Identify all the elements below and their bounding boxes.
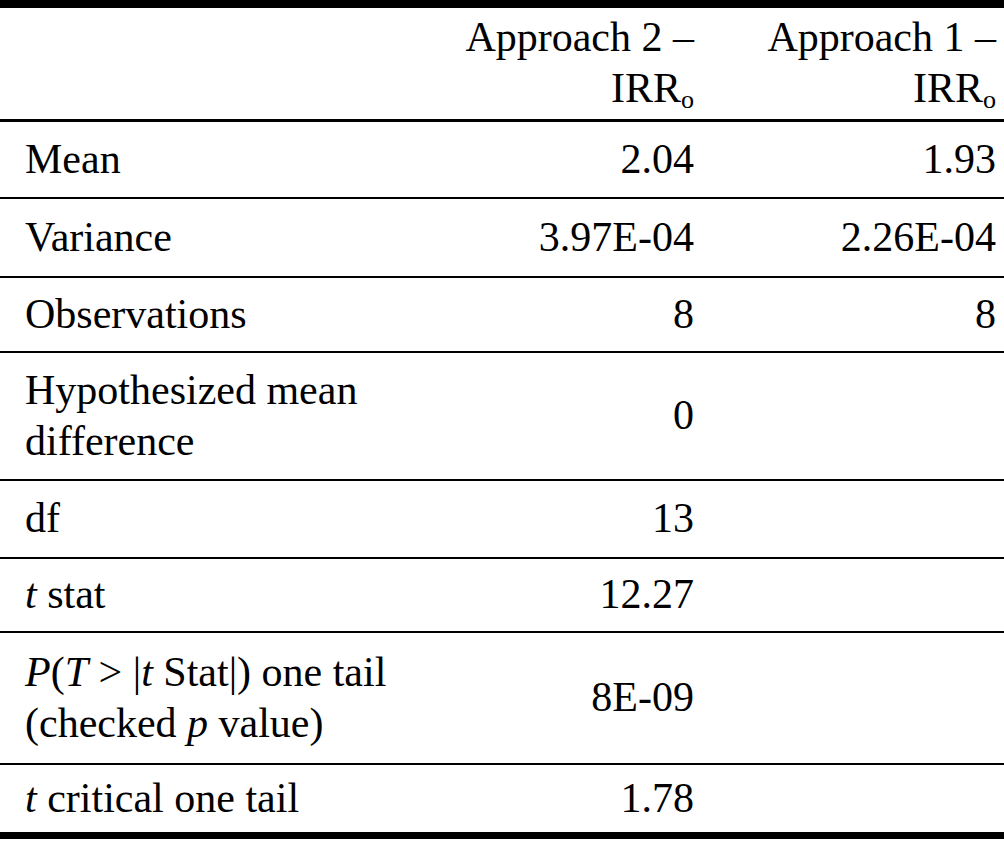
row-label: df: [0, 480, 460, 558]
irr-subscript: o: [983, 85, 996, 114]
value-cell: 13: [460, 480, 700, 558]
value-cell: [700, 558, 1004, 632]
table-row-df: df 13: [0, 480, 1004, 558]
row-label: Mean: [0, 120, 460, 198]
value-cell: [700, 764, 1004, 835]
row-label: t critical one tail: [0, 764, 460, 835]
column-header-line2: IRRo: [460, 63, 694, 114]
value-cell: [700, 352, 1004, 480]
irr-base-text: IRR: [913, 65, 983, 111]
table-row-t-stat: t stat 12.27: [0, 558, 1004, 632]
row-label: t stat: [0, 558, 460, 632]
table-row-observations: Observations 8 8: [0, 277, 1004, 352]
column-header-approach-1: Approach 1 – IRRo: [700, 4, 1004, 120]
value-cell: [700, 632, 1004, 764]
column-header-line1: Approach 1 –: [700, 12, 996, 63]
header-label-cell: [0, 4, 460, 120]
row-label: Variance: [0, 198, 460, 277]
table-row-hypothesized-mean-difference: Hypothesized mean difference 0: [0, 352, 1004, 480]
t-test-results-table: Approach 2 – IRRo Approach 1 – IRRo Mean…: [0, 0, 1004, 839]
value-cell: 8E-09: [460, 632, 700, 764]
table-row-t-critical-one-tail: t critical one tail 1.78: [0, 764, 1004, 835]
column-header-approach-2: Approach 2 – IRRo: [460, 4, 700, 120]
irr-base-text: IRR: [611, 65, 681, 111]
value-cell: 2.26E-04: [700, 198, 1004, 277]
row-label: Hypothesized mean difference: [0, 352, 460, 480]
value-cell: 12.27: [460, 558, 700, 632]
value-cell: 1.93: [700, 120, 1004, 198]
row-label: P(T > |t Stat|) one tail (checked p valu…: [0, 632, 460, 764]
table-row-variance: Variance 3.97E-04 2.26E-04: [0, 198, 1004, 277]
column-header-line1: Approach 2 –: [460, 12, 694, 63]
irr-subscript: o: [681, 85, 694, 114]
column-header-line2: IRRo: [700, 63, 996, 114]
row-label: Observations: [0, 277, 460, 352]
value-cell: 3.97E-04: [460, 198, 700, 277]
table-row-p-one-tail: P(T > |t Stat|) one tail (checked p valu…: [0, 632, 1004, 764]
value-cell: 2.04: [460, 120, 700, 198]
table-row-mean: Mean 2.04 1.93: [0, 120, 1004, 198]
value-cell: 8: [700, 277, 1004, 352]
value-cell: 0: [460, 352, 700, 480]
value-cell: [700, 480, 1004, 558]
value-cell: 1.78: [460, 764, 700, 835]
header-row: Approach 2 – IRRo Approach 1 – IRRo: [0, 4, 1004, 120]
value-cell: 8: [460, 277, 700, 352]
